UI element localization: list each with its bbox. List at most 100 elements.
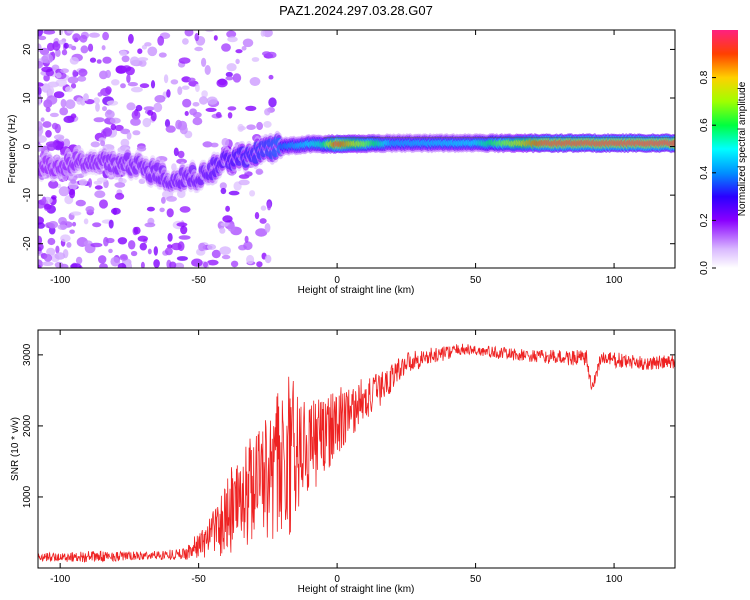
spectrogram-noise-cell — [205, 107, 217, 112]
spectrogram-noise-cell — [77, 75, 87, 82]
y-tick-label: -20 — [22, 236, 33, 251]
spectrogram-noise-cell — [137, 235, 148, 242]
spectrogram-noise-cell — [264, 223, 271, 233]
spectrogram-noise-cell — [264, 108, 271, 116]
snr-y-ticks: 1000 2000 3000 — [22, 343, 675, 508]
spectrogram-noise-cell — [106, 100, 119, 106]
spectrogram-x-ticks: -100 -50 0 50 100 — [50, 30, 623, 286]
spectrogram-noise-cell — [268, 97, 277, 108]
spectrogram-noise-cell — [154, 95, 166, 103]
spectrogram-noise-cell — [165, 125, 176, 133]
spectrogram-noise-cell — [176, 256, 188, 261]
spectrogram-noise-cell — [219, 227, 226, 234]
spectrogram-noise-cell — [114, 192, 125, 200]
spectrogram-noise-cell — [38, 86, 42, 96]
spectrogram-noise-cell — [121, 55, 130, 63]
spectrogram-noise-cell — [38, 222, 45, 229]
spectrogram-noise-cell — [249, 77, 261, 86]
spectrogram-noise-cell — [159, 207, 165, 213]
spectrogram-noise-cell — [94, 185, 103, 190]
spectrogram-noise-cell — [102, 31, 109, 41]
spectrogram-noise-cell — [213, 35, 218, 41]
spectrogram-noise-cell — [132, 130, 141, 136]
spectrogram-noise-cell — [55, 49, 61, 57]
spectrogram-noise-cell — [67, 76, 79, 84]
spectrogram-noise-cell — [96, 59, 102, 64]
spectrogram-noise-cell — [138, 59, 147, 67]
spectrogram-noise-cell — [164, 119, 171, 128]
spectrogram-noise-cell — [235, 49, 243, 54]
spectrogram-noise-cell — [117, 237, 128, 245]
spectrogram-noise-cell — [263, 121, 272, 128]
spectrogram-noise-cell — [139, 83, 150, 89]
spectrogram-noise-cell — [41, 66, 53, 73]
spectrogram-noise-cell — [38, 82, 44, 87]
spectrogram-noise-cell — [215, 111, 222, 118]
spectrogram-noise-cell — [79, 34, 88, 43]
spectrogram-noise-cell — [103, 236, 109, 247]
spectrogram-noise-cell — [182, 98, 192, 108]
spectrogram-noise-cell — [165, 247, 173, 256]
spectrogram-noise-cell — [41, 261, 54, 267]
spectrogram-noise-cell — [101, 45, 106, 51]
spectrogram-noise-cell — [220, 187, 227, 195]
spectrogram-noise-cell — [232, 73, 242, 83]
colorbar-label: Normalized spectral amplitude — [737, 81, 748, 216]
x-tick-label: -100 — [50, 574, 70, 585]
spectrogram-noise-cell — [93, 97, 100, 104]
spectrogram-noise-cell — [99, 263, 108, 268]
spectrogram-noise-cell — [105, 69, 111, 79]
spectrogram-noise-cell — [130, 250, 138, 257]
spectrogram-noise-cell — [177, 241, 185, 252]
spectrogram-noise-cell — [178, 235, 191, 240]
spectrogram-noise-cell — [65, 86, 73, 93]
spectrogram-noise-cell — [83, 218, 89, 225]
spectrogram-noise-cell — [230, 260, 239, 268]
spectrogram-noise-cell — [206, 244, 217, 250]
spectrogram-noise-cell — [228, 190, 240, 196]
spectrogram-noise-cell — [130, 117, 141, 126]
spectrogram-noise-cell — [249, 190, 256, 197]
x-tick-label: -50 — [191, 275, 206, 286]
spectrogram-noise-cell — [219, 246, 231, 256]
spectrogram-noise-cell — [131, 110, 141, 120]
spectrogram-noise-cell — [48, 180, 59, 189]
spectrogram-noise-cell — [44, 203, 52, 210]
spectrogram-noise-cell — [225, 205, 231, 212]
spectrogram-noise-cell — [266, 51, 277, 59]
spectrogram-noise-cell — [221, 254, 231, 260]
spectrogram-noise-cell — [262, 30, 273, 38]
spectrogram-noise-cell — [127, 33, 134, 44]
spectrogram-noise-cell — [177, 86, 183, 95]
spectrogram-noise-cell — [157, 35, 165, 46]
spectrogram-noise-cell — [126, 102, 136, 111]
spectrogram-noise-cell — [45, 107, 51, 113]
spectrogram-noise-cell — [192, 111, 202, 118]
spectrogram-noise-cell — [83, 240, 93, 247]
spectrogram-noise-cell — [140, 261, 145, 268]
chart-title: PAZ1.2024.297.03.28.G07 — [279, 3, 433, 18]
spectrogram-noise-cell — [100, 87, 111, 97]
spectrogram-noise-cell — [125, 66, 135, 76]
y-tick-label: 3000 — [22, 343, 33, 366]
spectrogram-noise-cell — [60, 98, 67, 108]
y-tick-label: 20 — [22, 43, 33, 55]
spectrogram-noise-cell — [57, 40, 66, 45]
spectrogram-noise-cell — [90, 242, 103, 248]
spectrogram-noise-cell — [93, 117, 105, 123]
spectrogram-noise-cell — [146, 206, 155, 212]
spectrogram-noise-cell — [117, 263, 127, 268]
spectrogram-noise-cell — [169, 261, 177, 268]
spectrogram-noise-cell — [99, 199, 108, 209]
spectrogram-noise-cell — [205, 30, 215, 33]
spectrogram-noise-cell — [204, 65, 211, 75]
spectrogram-noise-cell — [66, 242, 72, 248]
spectrogram-noise-cell — [126, 74, 131, 83]
spectrogram-noise-cell — [60, 234, 71, 242]
spectrogram-noise-cell — [95, 102, 100, 112]
spectrogram-noise-cell — [128, 240, 136, 250]
spectrogram-noise-cell — [45, 130, 52, 138]
y-tick-label: -10 — [22, 187, 33, 202]
spectrogram-noise-cell — [59, 107, 69, 116]
spectrogram-ridge-cell — [671, 139, 675, 147]
